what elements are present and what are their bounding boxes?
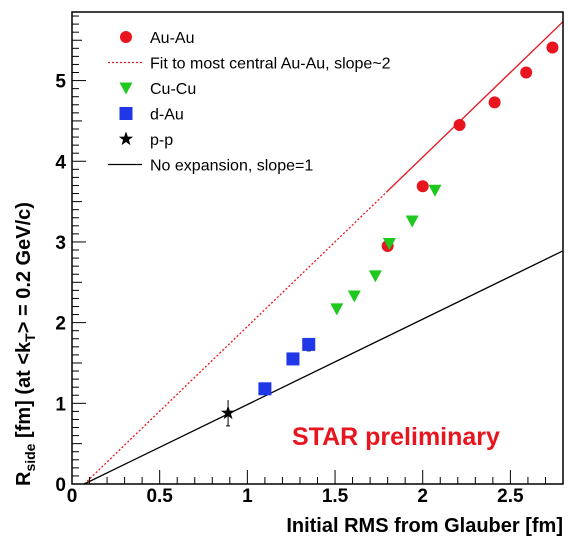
y-tick-label: 4 (55, 152, 66, 173)
au-au-point (546, 41, 559, 54)
d-au-point (302, 337, 316, 351)
legend-p-p-marker (118, 131, 134, 146)
x-tick-label: 0 (67, 486, 78, 507)
x-tick-label: 2.5 (497, 486, 524, 507)
au-au-point (520, 66, 533, 79)
au-au-point (488, 96, 501, 109)
y-axis-title-prefix-sub: side (22, 443, 38, 471)
legend-d-au-label: d-Au (150, 107, 184, 124)
y-tick-label: 1 (55, 394, 66, 415)
y-axis-title-middle: [fm] (at <k (13, 341, 35, 444)
d-au-point (258, 382, 272, 396)
y-axis-title-suffix: > = 0.2 GeV/c) (13, 202, 35, 333)
cu-cu-point (428, 184, 442, 197)
legend-au-au-marker (120, 31, 132, 43)
x-tick-label: 0.5 (146, 486, 173, 507)
legend-au-au-label: Au-Au (150, 30, 194, 47)
d-au-point (286, 352, 300, 366)
legend-no-expansion-line-label: No expansion, slope=1 (150, 158, 313, 175)
y-axis-title-middle-sub: T (22, 333, 38, 342)
y-tick-label: 3 (55, 233, 66, 254)
cu-cu-point (382, 238, 396, 251)
cu-cu-point (368, 270, 382, 283)
legend-fit-line-label: Fit to most central Au-Au, slope~2 (150, 56, 391, 73)
cu-cu-point (347, 290, 361, 303)
legend-p-p-label: p-p (150, 132, 173, 149)
no-expansion-line (83, 250, 564, 485)
y-axis-title: Rside [fm] (at <kT> = 0.2 GeV/c) (13, 202, 38, 486)
x-tick-label: 2 (417, 486, 428, 507)
x-tick-label: 1 (242, 486, 253, 507)
x-tick-label: 1.5 (322, 486, 349, 507)
y-axis-title-prefix: R (13, 471, 35, 486)
legend-d-au-marker (119, 107, 133, 120)
y-tick-label: 0 (55, 475, 66, 496)
star-preliminary-label: STAR preliminary (292, 423, 500, 451)
cu-cu-point (405, 215, 419, 228)
y-tick-label: 2 (55, 314, 66, 335)
legend-cu-cu-label: Cu-Cu (150, 81, 196, 98)
p-p-point (220, 405, 236, 420)
fit-line-solid (387, 21, 564, 192)
cu-cu-point (330, 303, 344, 316)
legend-cu-cu-marker (119, 82, 133, 95)
x-axis-title: Initial RMS from Glauber [fm] (286, 515, 563, 537)
au-au-point (453, 118, 466, 131)
au-au-point (416, 180, 429, 193)
y-tick-label: 5 (55, 72, 66, 93)
